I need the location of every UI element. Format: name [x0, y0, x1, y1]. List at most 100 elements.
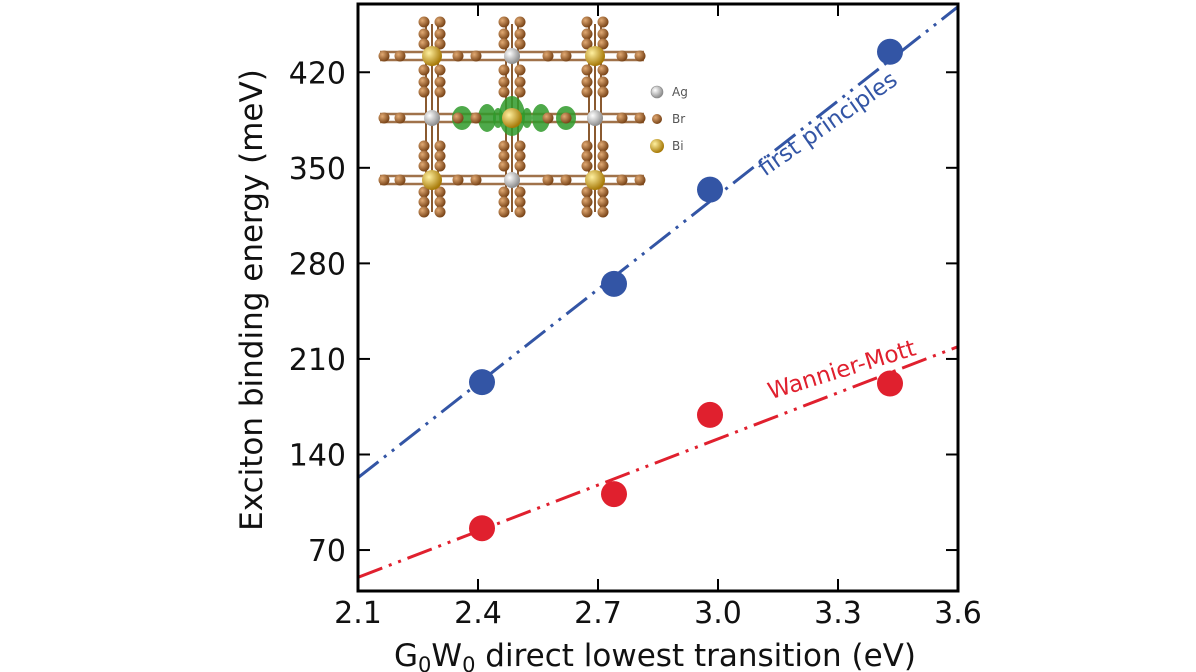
x-axis-title: G0W0 direct lowest transition (eV) — [394, 638, 916, 672]
br-atom — [418, 140, 430, 152]
legend-label-ag: Ag — [672, 85, 688, 99]
br-atom — [470, 50, 482, 62]
x-tick-label: 3.0 — [694, 596, 742, 631]
ag-atom — [424, 110, 440, 126]
br-atom — [498, 206, 510, 218]
wannier-mott-point-2 — [601, 481, 627, 508]
x-title-w: W — [431, 638, 462, 672]
br-atom — [597, 186, 609, 198]
y-tick-label: 420 — [289, 56, 346, 91]
bi-atom — [422, 46, 442, 66]
br-atom — [434, 140, 446, 152]
y-tick-label: 280 — [289, 247, 346, 282]
br-atom — [616, 112, 628, 124]
legend-label-br: Br — [672, 112, 685, 126]
wannier-mott-point-4 — [877, 370, 903, 397]
plot-frame — [356, 2, 960, 593]
br-atom — [498, 86, 510, 98]
br-atom — [597, 196, 609, 208]
br-atom — [470, 112, 482, 124]
bi-atom — [422, 170, 442, 190]
br-atom — [514, 186, 526, 198]
br-atom — [418, 186, 430, 198]
br-atom — [418, 150, 430, 162]
br-atom — [597, 76, 609, 88]
br-atom — [616, 50, 628, 62]
br-atom — [452, 50, 464, 62]
exciton-density-lobe — [522, 108, 532, 128]
fit-line-wannier-mott — [358, 345, 958, 579]
br-atom — [514, 64, 526, 76]
y-tick-label: 210 — [289, 343, 346, 378]
br-atom — [498, 38, 510, 50]
inset-legend: Ag Br Bi — [650, 85, 688, 153]
crystal-structure-inset — [378, 16, 646, 218]
br-atom — [597, 206, 609, 218]
br-atom — [434, 64, 446, 76]
legend-marker-br — [652, 114, 662, 124]
ag-atom — [504, 172, 520, 188]
br-atom — [498, 150, 510, 162]
br-atom — [514, 160, 526, 172]
first-principles-point-4 — [877, 38, 903, 65]
br-atom — [394, 112, 406, 124]
br-atom — [581, 64, 593, 76]
br-atom — [498, 28, 510, 40]
br-atom — [597, 160, 609, 172]
br-atom — [452, 174, 464, 186]
x-tick-label: 2.7 — [574, 596, 622, 631]
br-atom — [498, 64, 510, 76]
bi-atom — [585, 46, 605, 66]
br-atom — [470, 174, 482, 186]
br-atom — [597, 38, 609, 50]
br-atom — [560, 50, 572, 62]
br-atom — [434, 186, 446, 198]
br-atom — [581, 186, 593, 198]
exciton-density-lobe — [478, 104, 496, 132]
first-principles-point-1 — [469, 369, 495, 396]
br-atom — [394, 174, 406, 186]
br-atom — [597, 86, 609, 98]
br-atom — [434, 76, 446, 88]
br-atom — [581, 28, 593, 40]
br-atom — [514, 196, 526, 208]
legend-label-bi: Bi — [672, 139, 684, 153]
br-atom — [597, 64, 609, 76]
br-atom — [581, 206, 593, 218]
br-atom — [634, 50, 646, 62]
br-atom — [514, 206, 526, 218]
axis-ticks: 2.1 2.4 2.7 3.0 3.3 3.6 70 140 210 280 350 420 — [289, 4, 982, 631]
wannier-mott-point-3 — [697, 401, 723, 428]
br-atom — [514, 38, 526, 50]
br-atom — [514, 150, 526, 162]
br-atom — [514, 86, 526, 98]
br-atom — [418, 38, 430, 50]
exciton-density-lobe — [532, 104, 550, 132]
br-atom — [434, 16, 446, 28]
br-atom — [418, 16, 430, 28]
br-atom — [542, 174, 554, 186]
y-tick-label: 140 — [289, 438, 346, 473]
wannier-mott-point-1 — [469, 515, 495, 542]
br-atom — [434, 28, 446, 40]
br-atom — [498, 16, 510, 28]
fit-line-first-principles — [358, 5, 958, 479]
br-atom — [542, 112, 554, 124]
br-atom — [616, 174, 628, 186]
x-tick-label: 2.1 — [334, 596, 382, 631]
br-atom — [597, 16, 609, 28]
br-atom — [418, 28, 430, 40]
ag-atom — [504, 48, 520, 64]
x-tick-label: 2.4 — [454, 596, 502, 631]
br-atom — [514, 140, 526, 152]
br-atom — [634, 112, 646, 124]
exciton-density-lobe — [493, 108, 503, 128]
br-atom — [434, 86, 446, 98]
br-atom — [498, 140, 510, 152]
br-atom — [581, 16, 593, 28]
x-title-rest: direct lowest transition (eV) — [475, 638, 916, 672]
br-atom — [378, 112, 390, 124]
br-atom — [581, 86, 593, 98]
